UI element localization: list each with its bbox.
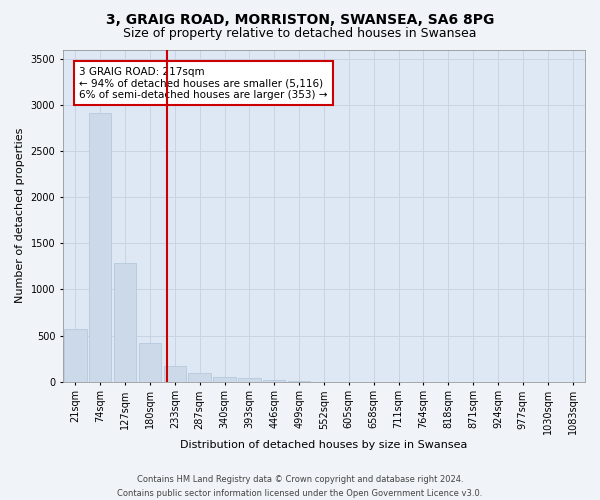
Text: 3 GRAIG ROAD: 217sqm
← 94% of detached houses are smaller (5,116)
6% of semi-det: 3 GRAIG ROAD: 217sqm ← 94% of detached h…	[79, 66, 328, 100]
X-axis label: Distribution of detached houses by size in Swansea: Distribution of detached houses by size …	[180, 440, 467, 450]
Y-axis label: Number of detached properties: Number of detached properties	[15, 128, 25, 304]
Bar	[188, 374, 211, 382]
Bar	[89, 112, 112, 382]
Bar	[238, 378, 260, 382]
Text: 3, GRAIG ROAD, MORRISTON, SWANSEA, SA6 8PG: 3, GRAIG ROAD, MORRISTON, SWANSEA, SA6 8…	[106, 12, 494, 26]
Bar	[288, 381, 310, 382]
Bar	[214, 377, 236, 382]
Bar	[263, 380, 286, 382]
Text: Contains HM Land Registry data © Crown copyright and database right 2024.
Contai: Contains HM Land Registry data © Crown c…	[118, 476, 482, 498]
Bar	[64, 328, 86, 382]
Bar	[164, 366, 186, 382]
Text: Size of property relative to detached houses in Swansea: Size of property relative to detached ho…	[123, 28, 477, 40]
Bar	[139, 343, 161, 382]
Bar	[114, 262, 136, 382]
